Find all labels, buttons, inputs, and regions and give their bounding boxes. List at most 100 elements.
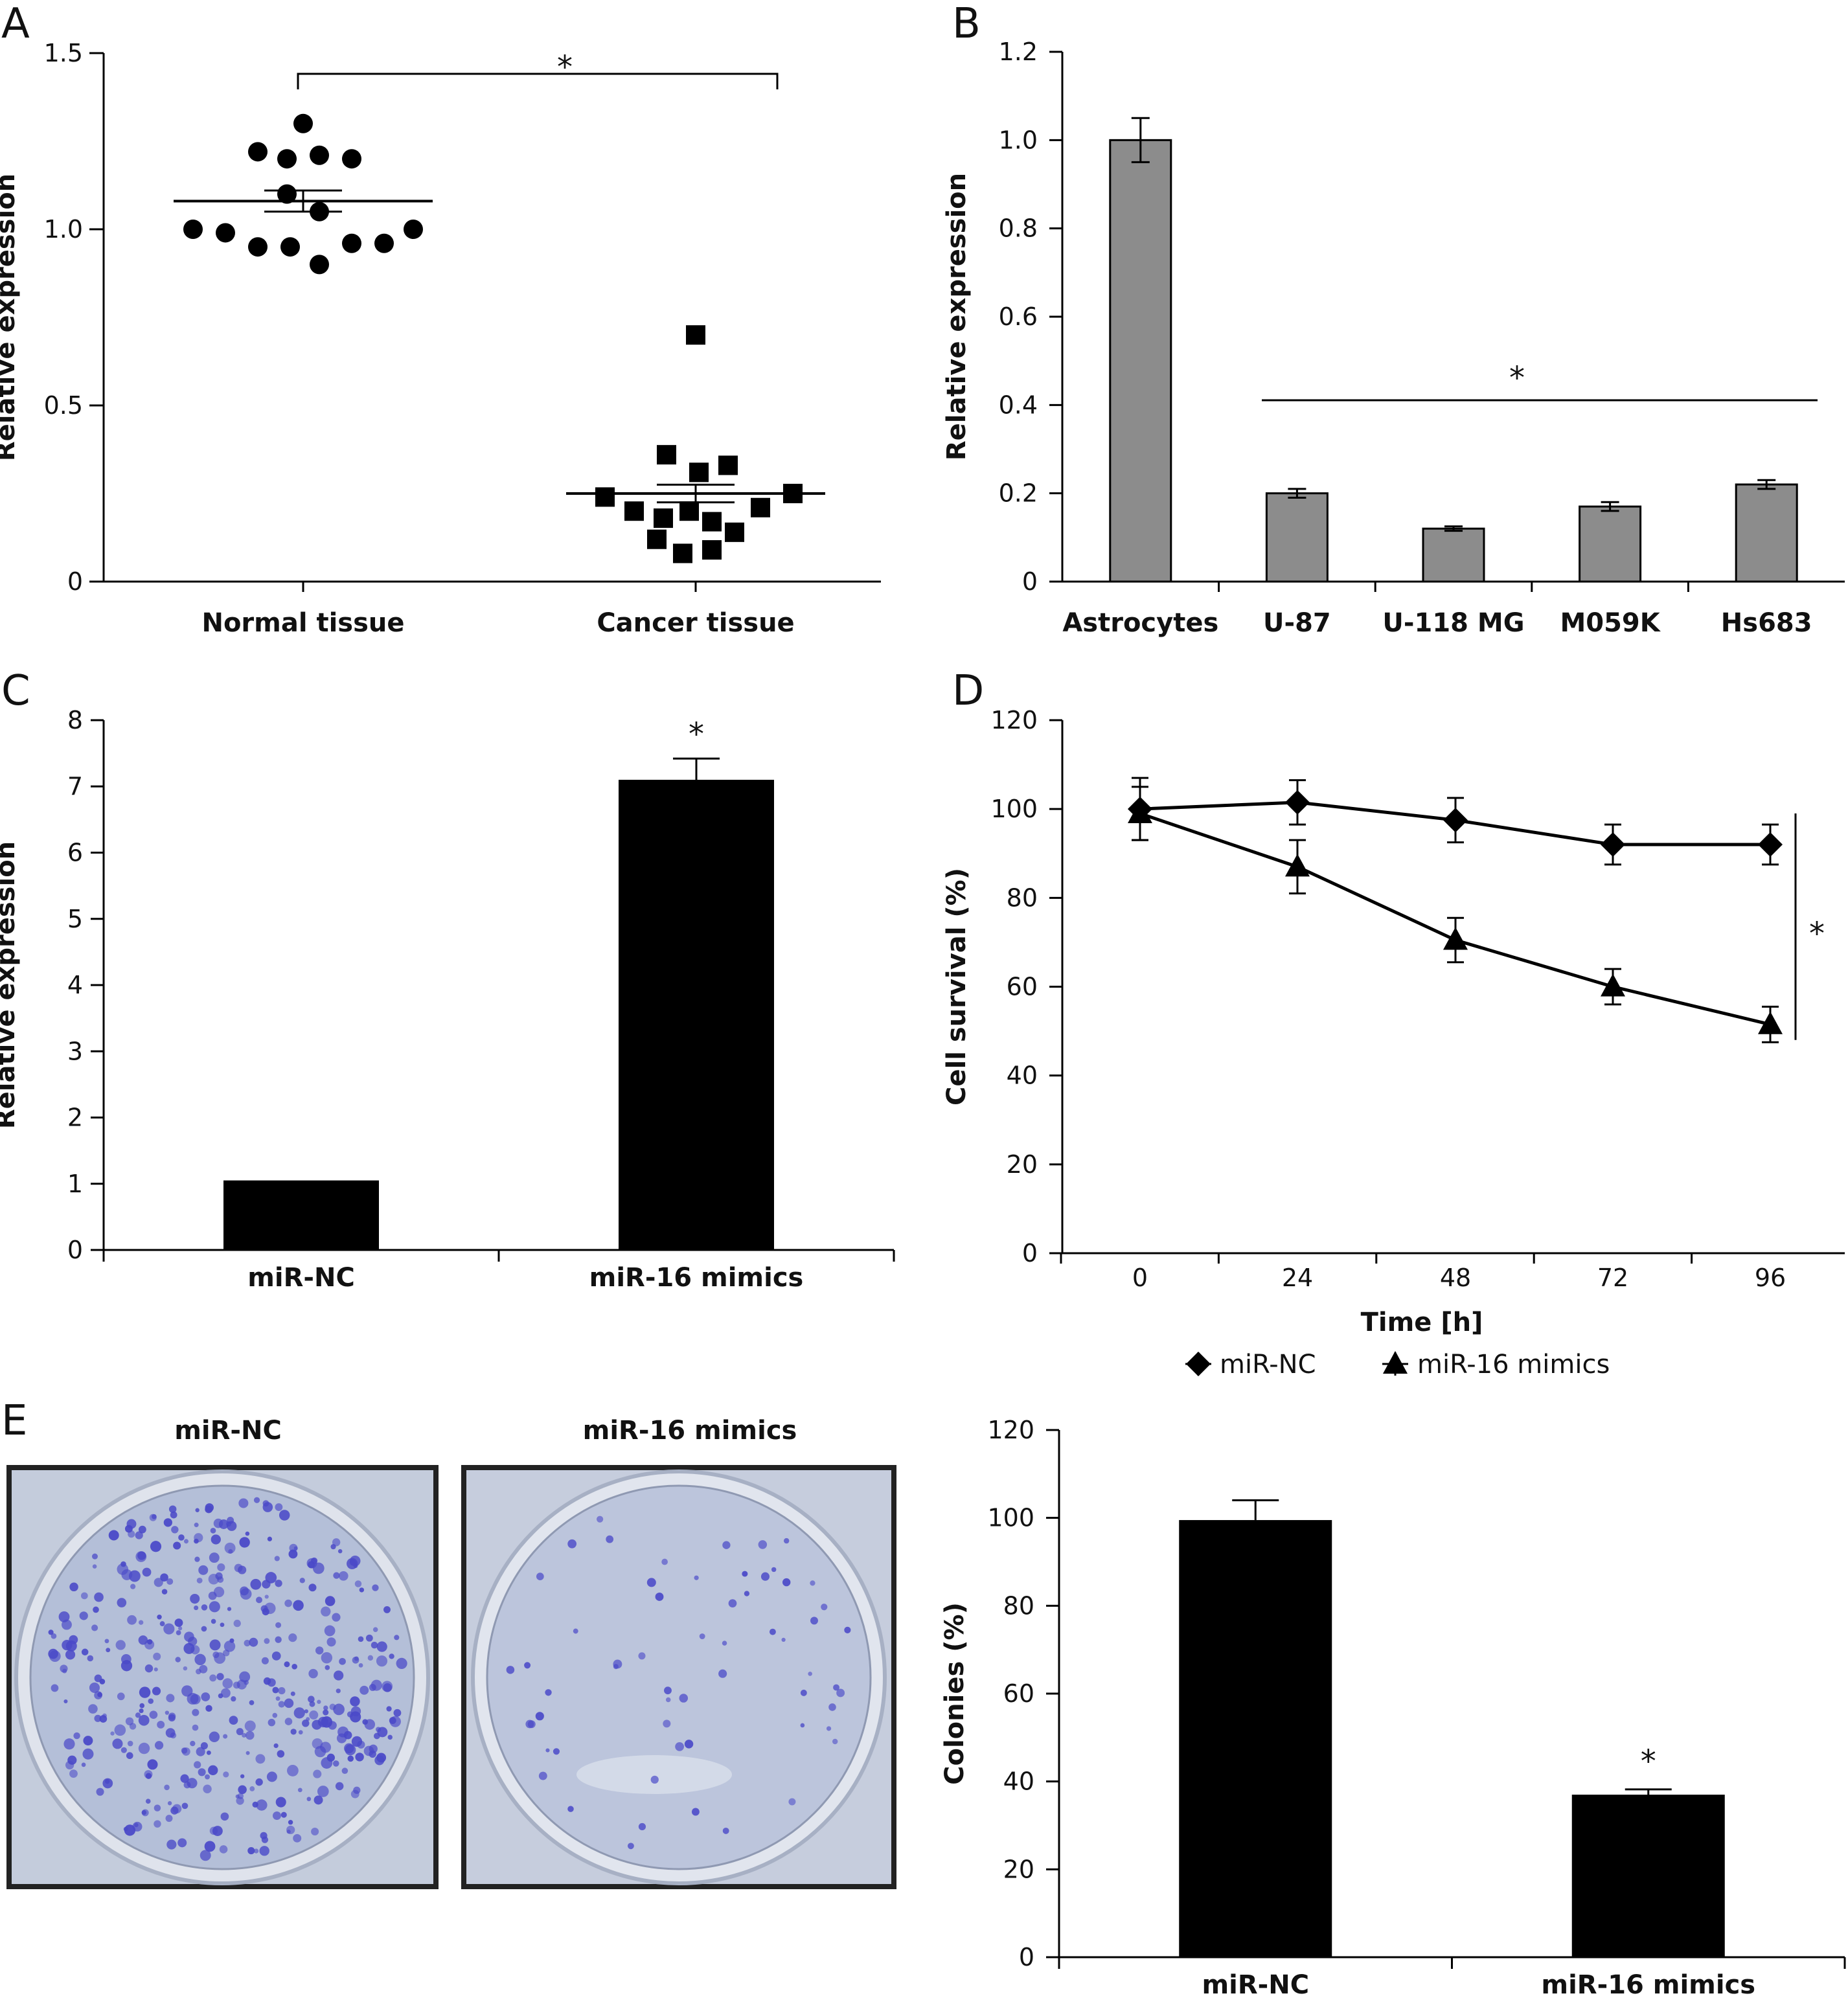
colony-dot [51,1633,57,1639]
data-point-mir-nc [1758,832,1783,857]
colony-dot [369,1750,376,1758]
colony-dot [215,1572,223,1580]
colony-dot [196,1747,205,1756]
colony-dot [313,1769,322,1778]
colony-dot [166,1578,174,1585]
colony-dot [139,1686,151,1698]
colony-dot [728,1599,737,1608]
colony-dot [183,1539,188,1544]
colony-dot [105,1779,110,1784]
data-point-normal [310,255,329,275]
significance-star: * [557,49,573,85]
data-point-mir-nc [1285,789,1310,815]
colony-dot [227,1607,232,1611]
colony-dot [372,1584,379,1591]
bar-mir-nc [1179,1520,1332,1957]
colony-dot [108,1530,119,1541]
colony-dot [172,1804,182,1813]
colony-dot [92,1564,97,1569]
colony-dot [170,1732,177,1739]
colony-dot [133,1822,139,1828]
colony-dot [245,1731,255,1740]
colony-dot [527,1720,536,1729]
colony-dot [308,1668,318,1679]
y-tick-label: 0.2 [999,479,1038,508]
colony-dot [289,1543,298,1552]
colony-dot [97,1692,102,1697]
colony-dot [154,1804,161,1811]
colony-dot [308,1696,315,1703]
colony-dot [163,1623,175,1635]
colony-dot [183,1642,195,1654]
colony-dot [192,1709,200,1716]
colony-dot [833,1684,839,1691]
x-category-label: miR-16 mimics [589,1263,804,1293]
y-tick-label: 0 [1022,567,1038,596]
y-tick-label: 0 [1019,1943,1034,1971]
colony-dot [154,1667,158,1672]
colony-dot [367,1655,374,1661]
data-point-cancer [679,501,699,521]
y-tick-label: 60 [1007,973,1038,1001]
colony-dot [65,1650,76,1660]
y-tick-label: 7 [67,772,83,800]
colony-dot [826,1726,832,1731]
colony-dot [545,1689,552,1696]
colony-dot [372,1627,378,1632]
colony-dot [783,1538,790,1544]
colony-dot [228,1549,233,1554]
colony-dot [613,1659,622,1669]
colony-dot [177,1626,183,1631]
colony-dot [271,1651,281,1661]
y-tick-label: 80 [1007,883,1038,912]
colony-dot [216,1673,224,1681]
colony-dot [218,1693,223,1699]
colony-dot [274,1556,280,1561]
panel-letter-a: A [1,0,30,48]
y-tick-label: 8 [67,706,83,734]
y-tick-label: 1.5 [44,39,83,67]
colony-dot [691,1808,700,1816]
colony-dot [679,1694,689,1703]
colony-dot [138,1742,150,1754]
colony-dot [91,1553,98,1560]
colony-dot [180,1774,189,1783]
colonies-dense [48,1497,407,1861]
colony-dot [800,1689,807,1696]
colony-dot [371,1679,382,1691]
bar-astrocytes [1109,139,1172,583]
colony-dot [154,1820,161,1828]
colony-dot [250,1578,262,1590]
colony-dot [221,1688,231,1698]
colony-dot [106,1648,111,1653]
colony-dot [275,1696,280,1701]
colony-dot [196,1668,201,1675]
colony-dot [63,1738,75,1750]
colony-dot [236,1797,244,1805]
x-tick-label: 72 [1597,1264,1628,1292]
colony-dot [48,1629,54,1635]
colony-dot [832,1738,838,1745]
data-point-normal [342,149,361,169]
data-point-cancer [673,543,692,563]
colony-dot [650,1775,659,1784]
colony-dot [154,1578,163,1587]
colony-dot [788,1798,796,1806]
colony-dot [288,1633,297,1642]
colony-dot [166,1839,177,1850]
colony-dot [211,1534,221,1545]
colony-dot [771,1567,777,1572]
y-axis-label: Relative expression [0,174,21,461]
bar-mir-16-mimics [619,780,774,1250]
y-tick-label: 80 [1003,1591,1034,1620]
colony-dot [239,1671,251,1683]
colony-dot [138,1714,150,1726]
y-tick-label: 1.0 [44,215,83,244]
colony-dot [278,1701,285,1708]
colony-dot [293,1707,305,1719]
x-tick-label: 0 [1132,1264,1148,1292]
colony-dot [684,1740,694,1749]
colony-dot [286,1764,299,1777]
colony-dot [275,1580,282,1587]
colony-dot [128,1570,141,1582]
